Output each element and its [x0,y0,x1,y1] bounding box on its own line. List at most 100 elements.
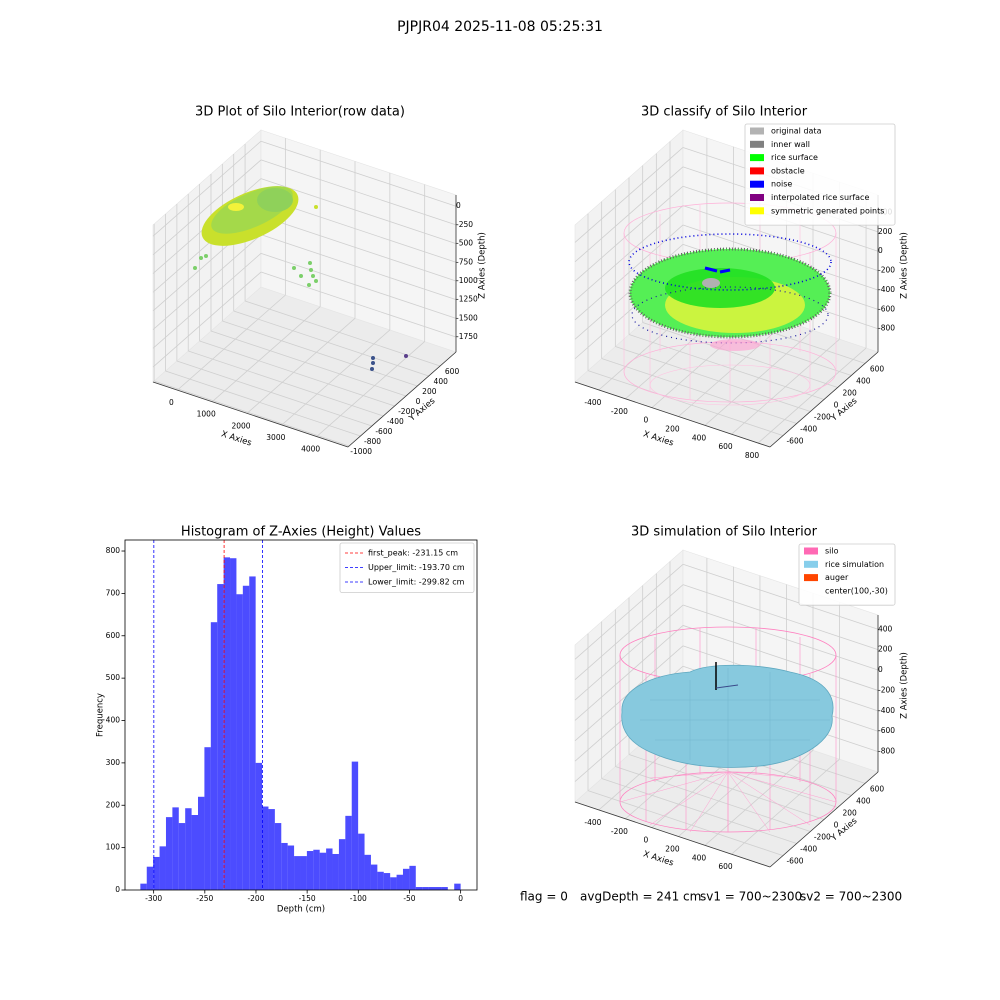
bar [370,864,378,890]
grid-line [574,563,684,660]
bar [377,871,384,890]
bar [294,856,301,890]
bar [197,796,205,890]
bar [268,809,275,890]
grid-line [642,322,838,388]
bar [428,887,436,890]
grid-line [574,584,684,680]
legend-label: center(100,-30) [825,586,888,595]
grid-line [152,234,262,330]
tick-label: 4000 [301,445,320,454]
y-tick-label: 600 [106,631,121,640]
y-tick-label: 500 [106,673,121,682]
bar [281,842,288,890]
bar [415,887,423,890]
bar [185,808,192,890]
legend-swatch [750,207,764,215]
status-depth: avgDepth = 241 cm [580,890,701,904]
bar [409,865,416,890]
bar [262,806,269,890]
tick-label: -200 [878,685,895,694]
classified-cloud [623,202,837,406]
bar [338,839,346,890]
tick-label: 0 [644,836,649,845]
raw-cloud [193,186,408,371]
grid-line [615,766,811,832]
bar [217,584,224,890]
grid-line [601,778,797,844]
axes-frame [124,539,478,891]
y-tick-label: 300 [106,758,121,767]
legend-swatch [750,194,764,201]
bar [422,887,429,890]
simulation-surface [619,626,837,833]
bar [332,853,339,890]
grid-line [152,271,262,368]
tick-label: -600 [786,437,803,446]
tick-label: 200 [665,424,680,433]
tick-label: 200 [878,645,893,654]
grid-line [682,604,879,671]
axis-line [574,381,771,448]
bar [364,854,371,890]
legend-label: obstacle [771,166,805,175]
tick-label: -600 [786,857,803,866]
y-tick-label: 800 [106,546,121,555]
y-tick-label: 200 [106,800,121,809]
x-tick-label: -100 [350,894,367,903]
tick-label: 600 [718,442,733,451]
tick-label: 200 [878,227,893,236]
tick-label: 400 [692,433,707,442]
bar [435,887,442,890]
figure-title: PJPJR04 2025-11-08 05:25:31 [397,19,603,35]
tick-label: -600 [878,726,895,735]
bar [236,594,243,890]
grid-line [574,205,684,301]
x-tick-label: 0 [458,894,463,903]
axis-line [574,801,771,868]
bar [153,856,160,890]
legend-swatch [750,140,764,148]
tick-label: 200 [665,844,680,853]
bar [287,845,295,890]
bar [242,585,250,890]
tick-label: -1000 [456,276,478,285]
legend-label: silo [825,547,839,556]
bar [191,815,198,890]
legend-swatch [750,180,764,188]
x-tick-label: -250 [196,894,213,903]
tick-label: 0 [169,398,174,407]
tick-label: -400 [387,417,404,426]
bar [441,887,448,890]
x-axis-label: X Axies [220,429,253,448]
x-tick-label: -50 [403,894,415,903]
tick-label: -200 [814,413,831,422]
legend-box [339,542,475,593]
tick-label: -400 [584,398,601,407]
status-sv2: sv2 = 700~2300 [800,890,902,904]
tick-label: 600 [445,367,460,376]
grid-line [574,224,684,321]
outliers [193,205,318,287]
legend-label: rice surface [771,153,818,162]
grid-line [246,318,356,414]
tick-label: 3000 [266,433,285,442]
grid-line [233,310,429,377]
bar [306,851,314,890]
legend-label: auger [825,573,849,582]
grid-line [574,185,684,282]
tick-label: 600 [718,862,733,871]
grid-line [188,350,384,417]
tick-label: -400 [878,285,895,294]
grid-line [628,334,825,400]
grid-line [154,380,350,447]
grid-line [682,563,879,630]
legend-label: original data [771,127,822,136]
grid-line [628,754,825,820]
bar [319,852,327,890]
grid-line [574,147,684,243]
bar [255,762,263,890]
legend-box [744,123,896,226]
bar [345,815,352,890]
legend-swatch [804,560,818,568]
